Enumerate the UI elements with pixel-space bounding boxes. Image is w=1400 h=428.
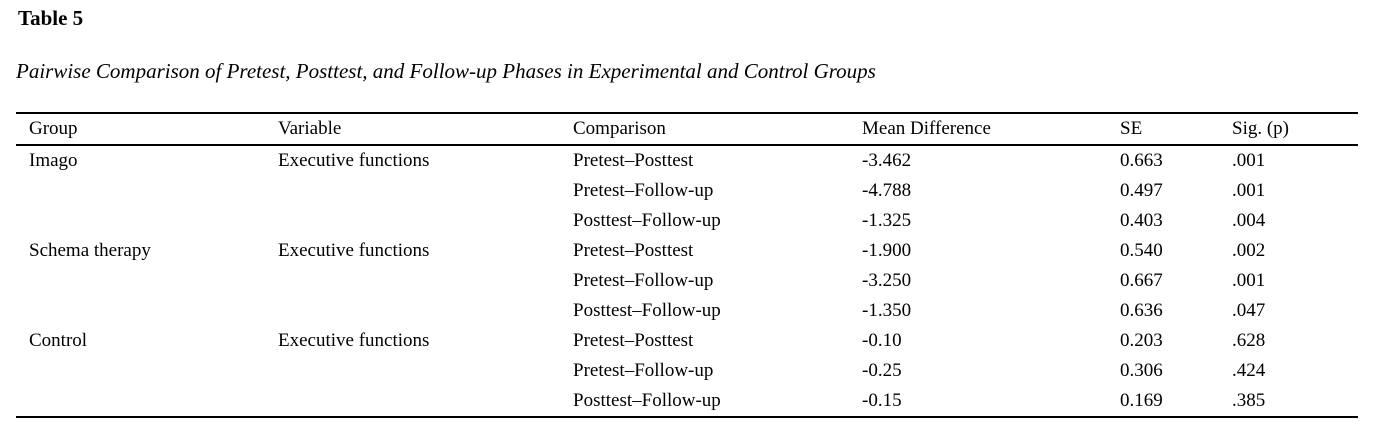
table-cell: 0.203 [1120,330,1163,351]
table-row: Posttest–Follow-up -0.15 0.169 .385 [16,386,1358,417]
table-cell [278,356,573,386]
table-caption: Pairwise Comparison of Pretest, Posttest… [16,59,876,83]
table-cell: Pretest–Follow-up [573,180,714,201]
table-cell: Schema therapy [29,240,151,261]
table-cell: .628 [1232,330,1266,351]
table-cell: Executive functions [278,330,430,351]
table-cell: .047 [1232,300,1266,321]
table-row: Pretest–Follow-up -4.788 0.497 .001 [16,176,1358,206]
table-header-row: Group Variable Comparison Mean Differenc… [16,113,1358,145]
table-row: Pretest–Follow-up -0.25 0.306 .424 [16,356,1358,386]
table-cell: -0.10 [862,330,902,351]
table-cell: Posttest–Follow-up [573,390,721,411]
table-row: Control Executive functions Pretest–Postte… [16,326,1358,356]
table-cell: Pretest–Follow-up [573,270,714,291]
table-cell: Executive functions [278,150,430,171]
table-cell [16,176,278,206]
table-cell [278,296,573,326]
table-cell: .001 [1232,180,1266,201]
table-number-heading: Table 5 [18,6,84,30]
table-cell: Control [29,330,88,351]
table-row: Imago Executive functions Pretest–Posttest… [16,145,1358,176]
table-cell: .424 [1232,360,1266,381]
table-body: Imago Executive functions Pretest–Posttest… [16,145,1358,417]
table-cell: 0.403 [1120,210,1163,231]
column-header-comparison: Comparison [573,118,666,139]
table-cell [16,386,278,417]
table-cell: 0.663 [1120,150,1163,171]
table-cell: -1.325 [862,210,912,231]
table-cell: Posttest–Follow-up [573,210,721,231]
table-cell [278,386,573,417]
table-cell [278,176,573,206]
table-cell: Executive functions [278,240,430,261]
table-cell: Posttest–Follow-up [573,300,721,321]
table-cell: .001 [1232,150,1266,171]
table-cell: -1.350 [862,300,912,321]
table-cell: .385 [1232,390,1266,411]
table-header: Group Variable Comparison Mean Differenc… [16,113,1358,145]
column-header-mean-difference: Mean Difference [862,118,991,139]
table-cell [16,266,278,296]
table-cell: Pretest–Posttest [573,330,694,351]
table-cell: -1.900 [862,240,912,261]
table-row: Posttest–Follow-up -1.325 0.403 .004 [16,206,1358,236]
table-cell [16,296,278,326]
table-cell: 0.540 [1120,240,1163,261]
table-cell: Imago [29,150,78,171]
column-header-se: SE [1120,118,1143,139]
table-cell: -3.462 [862,150,912,171]
table-cell: 0.306 [1120,360,1163,381]
column-header-sig-p: Sig. (p) [1232,118,1289,139]
table-cell: -3.250 [862,270,912,291]
comparison-table: Group Variable Comparison Mean Differenc… [16,112,1358,418]
table-cell: .001 [1232,270,1266,291]
table-cell: 0.169 [1120,390,1163,411]
table-row: Schema therapy Executive functions Pretest… [16,236,1358,266]
table-cell: -0.25 [862,360,902,381]
table-row: Pretest–Follow-up -3.250 0.667 .001 [16,266,1358,296]
table-row: Posttest–Follow-up -1.350 0.636 .047 [16,296,1358,326]
table-cell: .004 [1232,210,1266,231]
table-cell [16,206,278,236]
table-cell: -4.788 [862,180,912,201]
table-cell: 0.497 [1120,180,1163,201]
table-cell: .002 [1232,240,1266,261]
table-cell [278,266,573,296]
table-cell: Pretest–Follow-up [573,360,714,381]
table-cell: Pretest–Posttest [573,150,694,171]
table-cell: Pretest–Posttest [573,240,694,261]
column-header-group: Group [29,118,78,139]
table-cell [16,356,278,386]
table-cell: -0.15 [862,390,902,411]
table-cell: 0.667 [1120,270,1163,291]
table-cell [278,206,573,236]
table-cell: 0.636 [1120,300,1163,321]
column-header-variable: Variable [278,118,342,139]
